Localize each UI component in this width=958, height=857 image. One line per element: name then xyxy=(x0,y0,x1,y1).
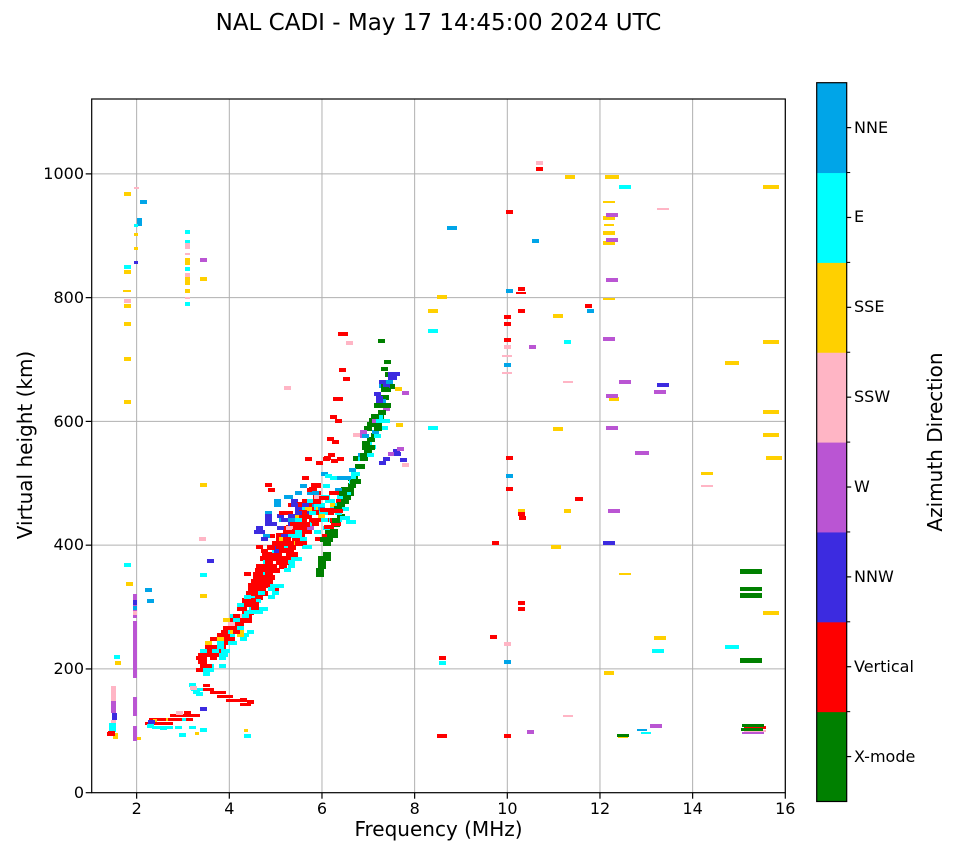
colorbar-label: Azimuth Direction xyxy=(923,352,947,532)
y-tick-label: 1000 xyxy=(43,164,84,184)
x-tick-label: 16 xyxy=(775,799,796,818)
colorbar-segment-nnw xyxy=(816,531,847,623)
colorbar-tick-label: SSE xyxy=(854,297,885,317)
colorbar-tick-label: W xyxy=(854,477,870,496)
x-tick-label: 6 xyxy=(316,799,328,818)
scatter-points xyxy=(107,161,782,741)
colorbar-tick-label: NNW xyxy=(854,566,894,586)
colorbar-segment-ssw xyxy=(816,352,847,443)
x-tick-label: 2 xyxy=(131,799,142,818)
x-tick-label: 4 xyxy=(224,799,235,818)
colorbar-segment-w xyxy=(816,442,847,533)
x-tick-label: 12 xyxy=(589,799,611,818)
x-axis-label: Frequency (MHz) xyxy=(354,817,523,841)
y-tick-label: 0 xyxy=(73,782,84,802)
y-tick-label: 800 xyxy=(53,287,84,307)
x-tick-label: 8 xyxy=(409,799,420,818)
y-axis-label: Virtual height (km) xyxy=(13,350,37,540)
x-tick-label: 10 xyxy=(497,799,518,818)
y-tick-label: 400 xyxy=(53,535,84,555)
plot-border xyxy=(91,98,786,794)
colorbar-tick-label: NNE xyxy=(854,117,889,137)
colorbar-tick-label: X-mode xyxy=(854,746,916,766)
colorbar-segment-nne xyxy=(816,82,847,174)
colorbar-tick-label: SSW xyxy=(854,387,891,407)
colorbar-outline xyxy=(816,82,848,803)
colorbar-segment-sse xyxy=(816,262,847,353)
x-tick-label: 14 xyxy=(682,799,703,818)
colorbar-segment-vertical xyxy=(816,621,847,713)
chart-title: NAL CADI - May 17 14:45:00 2024 UTC xyxy=(215,10,662,36)
colorbar-tick-label: Vertical xyxy=(854,656,914,676)
colorbar-segment-e xyxy=(816,172,847,263)
colorbar-segment-x-mode xyxy=(816,711,847,802)
y-tick-label: 600 xyxy=(53,411,84,431)
colorbar-tick-label: E xyxy=(854,207,865,227)
y-tick-label: 200 xyxy=(53,659,84,678)
